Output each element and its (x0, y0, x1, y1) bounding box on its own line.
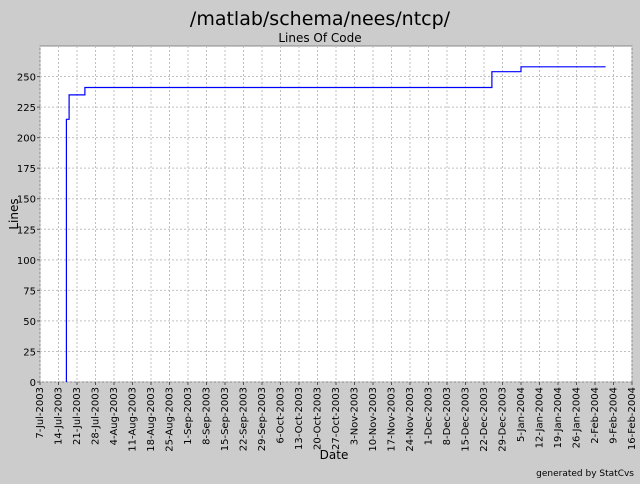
x-tick-label: 18-Aug-2003 (146, 387, 157, 452)
x-tick-label: 20-Oct-2003 (313, 387, 324, 450)
x-tick-label: 22-Sep-2003 (239, 387, 250, 451)
x-tick-label: 10-Nov-2003 (368, 387, 379, 452)
x-tick-label: 29-Sep-2003 (257, 387, 268, 451)
x-tick-label: 1-Sep-2003 (183, 387, 194, 445)
footer-credit: generated by StatCvs (536, 469, 634, 479)
x-axis-ticks: 7-Jul-2003 14-Jul-2003 21-Jul-2003 28-Jul-2… (35, 382, 638, 452)
x-tick-label: 28-Jul-2003 (91, 387, 102, 445)
y-tick-label: 0 (30, 378, 36, 389)
x-tick-label: 15-Sep-2003 (220, 387, 231, 451)
y-tick-label: 125 (17, 225, 36, 236)
x-tick-label: 14-Jul-2003 (54, 387, 65, 445)
y-tick-label: 225 (17, 103, 36, 114)
y-tick-label: 150 (17, 195, 36, 206)
y-axis-label: Lines (7, 198, 21, 229)
x-tick-label: 5-Jan-2004 (516, 387, 527, 442)
x-tick-label: 25-Aug-2003 (165, 387, 176, 452)
x-tick-label: 15-Dec-2003 (461, 387, 472, 452)
series-line (65, 66, 606, 382)
y-tick-label: 50 (23, 317, 36, 328)
x-tick-label: 27-Oct-2003 (331, 387, 342, 450)
chart-subtitle: Lines Of Code (278, 31, 361, 45)
x-tick-label: 24-Nov-2003 (405, 387, 416, 452)
chart-title: /matlab/schema/nees/ntcp/ (190, 8, 451, 30)
x-tick-label: 19-Jan-2004 (553, 387, 564, 448)
series-layer (65, 66, 606, 382)
grid-layer (39, 46, 633, 383)
y-tick-label: 75 (23, 286, 36, 297)
y-axis-ticks: 0 25 50 75 100 125 150 175 200 225 250 (17, 73, 40, 389)
x-tick-label: 29-Dec-2003 (498, 387, 509, 452)
y-tick-label: 250 (17, 73, 36, 84)
x-tick-label: 13-Oct-2003 (294, 387, 305, 450)
x-tick-label: 4-Aug-2003 (109, 387, 120, 445)
x-tick-label: 2-Feb-2004 (590, 387, 601, 444)
y-tick-label: 25 (23, 347, 36, 358)
x-tick-label: 16-Feb-2004 (627, 387, 638, 450)
x-tick-label: 12-Jan-2004 (535, 387, 546, 448)
x-axis-label: Date (320, 448, 349, 462)
x-tick-label: 3-Nov-2003 (350, 387, 361, 445)
x-tick-label: 8-Dec-2003 (442, 387, 453, 445)
x-tick-label: 17-Nov-2003 (387, 387, 398, 452)
x-tick-label: 9-Feb-2004 (609, 387, 620, 444)
y-tick-label: 175 (17, 164, 36, 175)
x-tick-label: 8-Sep-2003 (202, 387, 213, 445)
x-tick-label: 21-Jul-2003 (72, 387, 83, 445)
y-tick-label: 200 (17, 134, 36, 145)
x-tick-label: 1-Dec-2003 (424, 387, 435, 445)
x-tick-label: 22-Dec-2003 (479, 387, 490, 452)
y-tick-label: 100 (17, 256, 36, 267)
x-tick-label: 6-Oct-2003 (276, 387, 287, 444)
x-tick-label: 7-Jul-2003 (35, 387, 46, 439)
x-tick-label: 11-Aug-2003 (128, 387, 139, 452)
x-tick-label: 26-Jan-2004 (572, 387, 583, 448)
